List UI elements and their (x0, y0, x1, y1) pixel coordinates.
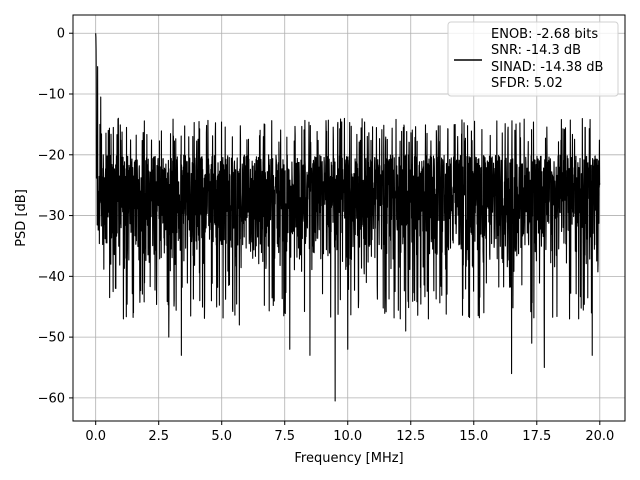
y-tick-label: −10 (38, 88, 65, 103)
y-tick-label: −20 (38, 148, 65, 163)
y-axis-ticks: 0 −10 −20 −30 −40 −50 −60 (38, 27, 73, 406)
x-tick-label: 2.5 (148, 429, 169, 444)
legend-entry-sfdr: SFDR: 5.02 (491, 76, 563, 91)
y-tick-label: −50 (38, 331, 65, 346)
y-tick-label: −30 (38, 209, 65, 224)
x-tick-label: 20.0 (585, 429, 614, 444)
x-tick-label: 17.5 (522, 429, 551, 444)
x-tick-label: 15.0 (459, 429, 488, 444)
y-tick-label: 0 (57, 27, 65, 42)
legend-entry-sinad: SINAD: -14.38 dB (491, 60, 603, 75)
psd-series (95, 33, 601, 402)
y-axis-label: PSD [dB] (14, 189, 29, 247)
x-tick-label: 7.5 (274, 429, 295, 444)
axes-frame (72, 14, 626, 422)
legend-entry-snr: SNR: -14.3 dB (491, 43, 581, 58)
y-tick-label: −60 (38, 391, 65, 406)
x-axis-label: Frequency [MHz] (294, 451, 403, 466)
legend-entry-enob: ENOB: -2.68 bits (491, 27, 598, 42)
psd-line (95, 33, 601, 402)
x-tick-label: 12.5 (396, 429, 425, 444)
legend-box (447, 21, 619, 97)
x-tick-label: 10.0 (333, 429, 362, 444)
x-tick-label: 5.0 (211, 429, 232, 444)
x-axis-ticks: 0.0 2.5 5.0 7.5 10.0 12.5 15.0 17.5 20.0 (85, 421, 614, 444)
y-tick-label: −40 (38, 270, 65, 285)
legend: ENOB: -2.68 bits SNR: -14.3 dB SINAD: -1… (447, 21, 619, 97)
x-tick-label: 0.0 (85, 429, 106, 444)
plot-area (95, 33, 601, 402)
